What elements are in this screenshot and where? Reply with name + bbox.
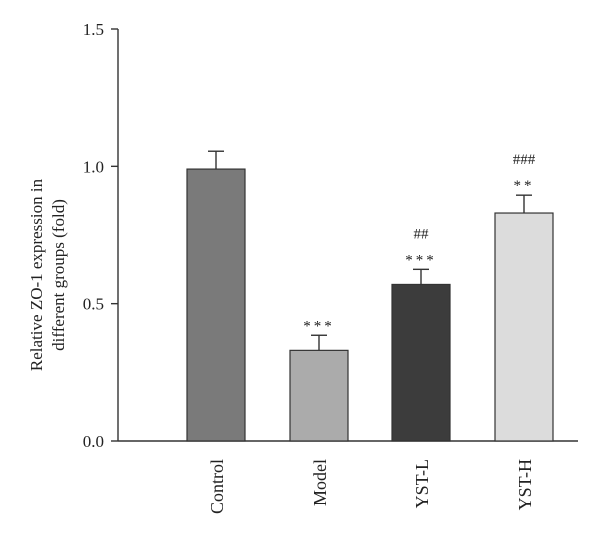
significance-hashes: ## [414,226,430,242]
significance-stars: *** [405,252,437,268]
bar-model [289,349,349,442]
y-tick-label: 1.5 [83,20,104,39]
plot-area: 0.0 0.5 1.0 1.5 Control *** Model *** ## YST-L ** #… [83,20,578,514]
y-axis-title-line-1: Relative ZO-1 expression in [27,178,46,371]
bar-yst-l [391,283,451,442]
bar-control [186,168,246,442]
y-axis-title-line-2: different groups (fold) [49,199,68,351]
x-tick-label: Model [310,459,330,506]
significance-hashes: ### [513,152,536,168]
y-tick-label: 0.0 [83,432,104,451]
significance-stars: ** [514,178,535,194]
significance-stars: *** [303,318,335,334]
x-tick-label: YST-H [515,459,535,510]
x-tick-label: Control [207,459,227,514]
bar-yst-h [494,212,554,442]
y-tick-label: 1.0 [83,157,104,176]
x-tick-label: YST-L [412,459,432,508]
y-tick-label: 0.5 [83,295,104,314]
